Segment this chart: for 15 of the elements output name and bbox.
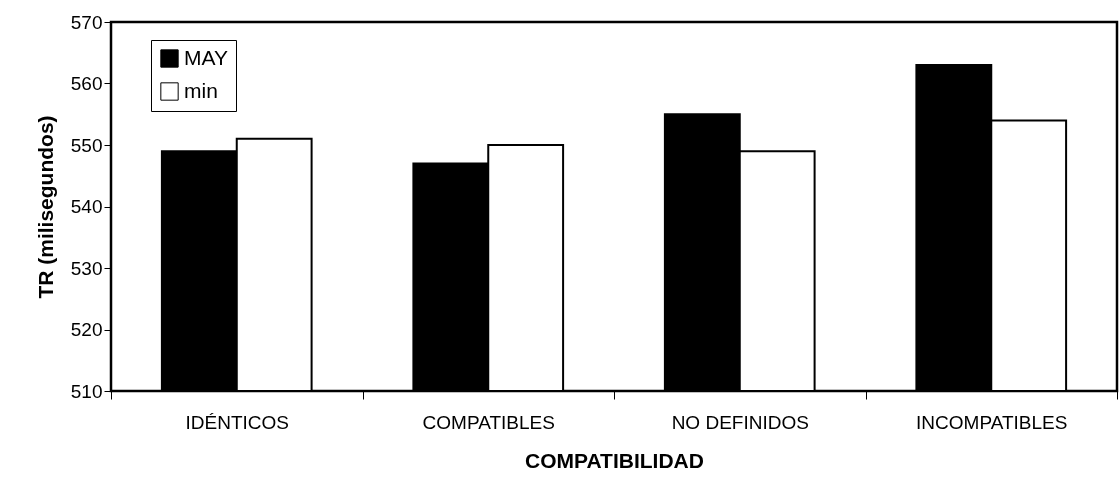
- y-tick-label: 520: [70, 319, 103, 340]
- x-tick-label: COMPATIBLES: [422, 411, 555, 433]
- x-axis-title: COMPATIBILIDAD: [525, 448, 704, 472]
- y-tick-label: 540: [70, 196, 103, 217]
- y-tick-label: 550: [70, 134, 103, 156]
- y-tick-label: 510: [70, 380, 103, 402]
- legend-label: MAY: [184, 45, 228, 69]
- y-tick-label: 570: [70, 11, 103, 33]
- x-tick-label: INCOMPATIBLES: [916, 411, 1068, 433]
- y-tick-label: 530: [70, 257, 103, 279]
- x-tick-label: IDÉNTICOS: [185, 411, 289, 433]
- y-axis-title: TR (milisegundos): [33, 115, 57, 299]
- x-tick-label: NO DEFINIDOS: [671, 411, 809, 433]
- y-tick-label: 560: [70, 73, 103, 94]
- legend-label: min: [184, 78, 218, 102]
